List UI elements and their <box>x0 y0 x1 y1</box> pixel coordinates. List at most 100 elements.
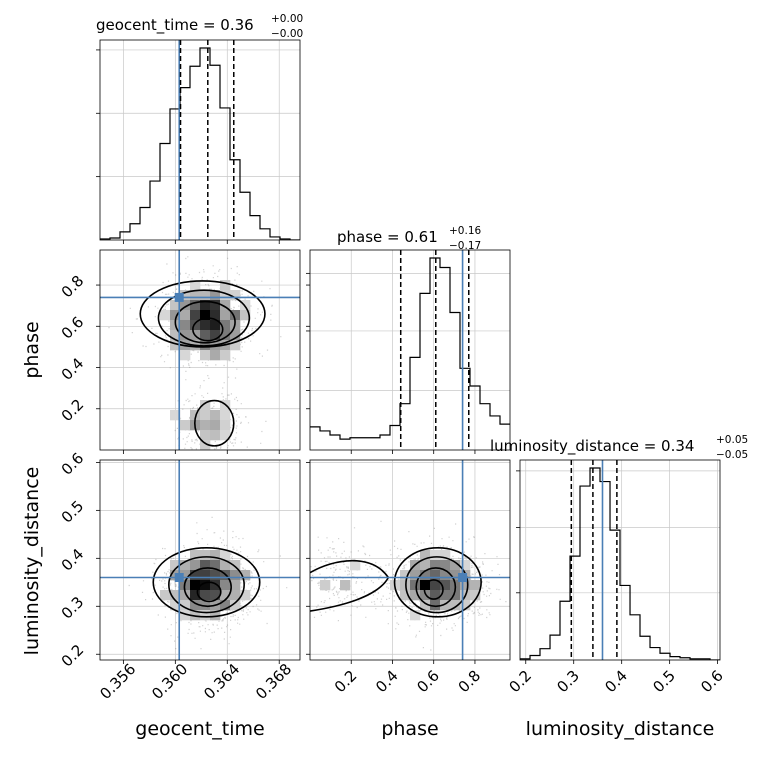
density-cell <box>180 560 191 571</box>
density-cell <box>220 560 231 571</box>
density-cell <box>180 610 191 621</box>
density-cell <box>210 420 221 431</box>
density-cell <box>200 420 211 431</box>
density-cell <box>200 330 211 341</box>
density-cell <box>160 590 171 601</box>
diag-frame-luminosity_distance <box>519 459 721 661</box>
contour-0-3 <box>139 280 266 348</box>
density-cell <box>230 590 241 601</box>
density-cell <box>190 580 201 591</box>
density-cell <box>230 340 241 351</box>
density-cell <box>440 570 451 581</box>
density-cell <box>190 290 201 301</box>
xtick-label-luminosity_distance-0: 0.2 <box>505 667 535 697</box>
density-cell <box>230 600 241 611</box>
title-luminosity-distance: luminosity_distance = 0.34 <box>490 437 694 456</box>
density-cell <box>220 600 231 611</box>
density-cell <box>450 570 461 581</box>
title-geocent-time-minus: −0.00 <box>271 28 303 40</box>
density-cell <box>420 600 431 611</box>
density-cell <box>180 300 191 311</box>
density-cell <box>420 560 431 571</box>
density-cell <box>460 600 471 611</box>
density-cell <box>210 290 221 301</box>
density-cell <box>420 590 431 601</box>
xtick-label-geocent_time-2: 0.364 <box>200 660 243 703</box>
ylabel-luminosity-distance: luminosity_distance <box>21 467 43 656</box>
ytick-label-phase-0: 0.2 <box>58 395 88 425</box>
density-cell <box>170 560 181 571</box>
density-cell <box>170 310 181 321</box>
density-cell <box>210 580 221 591</box>
xlabel-phase: phase <box>381 718 438 740</box>
panel-frame-1 <box>99 459 301 661</box>
density-cell <box>200 560 211 571</box>
ylabel-phase: phase <box>21 321 43 378</box>
density-cell <box>200 550 211 561</box>
density-cell <box>220 280 231 291</box>
xtick-label-geocent_time-0: 0.356 <box>96 660 139 703</box>
density-cell <box>350 560 361 571</box>
diag-panel-geocent_time <box>100 40 300 240</box>
contour-2-1 <box>415 567 457 608</box>
xtick-label-phase-3: 0.8 <box>455 667 485 697</box>
density-cell <box>220 330 231 341</box>
density-cell <box>210 310 221 321</box>
panel-geocent_time-vs-phase <box>100 250 300 450</box>
ytick-label-phase-3: 0.8 <box>58 272 88 302</box>
density-cell <box>190 570 201 581</box>
ytick-label-phase-1: 0.4 <box>58 354 88 384</box>
panel-frame-2 <box>309 459 511 661</box>
density-cell <box>200 400 211 411</box>
density-cell <box>170 590 181 601</box>
density-cell <box>440 600 451 611</box>
xtick-label-geocent_time-1: 0.360 <box>148 660 191 703</box>
density-cell <box>220 420 231 431</box>
density-cell <box>190 600 201 611</box>
panel-geocent_time-vs-luminosity_distance <box>100 460 300 660</box>
density-cell <box>240 590 251 601</box>
ytick-label-phase-2: 0.6 <box>58 313 88 343</box>
density-cell <box>230 580 241 591</box>
panel-frame-0 <box>99 249 301 451</box>
density-cell <box>200 570 211 581</box>
density-cell <box>430 590 441 601</box>
title-phase-plus: +0.16 <box>449 225 481 237</box>
density-cell <box>180 420 191 431</box>
hist-luminosity_distance <box>520 467 720 660</box>
density-cell <box>450 600 461 611</box>
title-phase: phase = 0.61 <box>337 228 438 246</box>
contour-2-2 <box>405 556 469 614</box>
density-cell <box>210 430 221 441</box>
density-cell <box>190 300 201 311</box>
density-cell <box>460 560 471 571</box>
density-cell <box>450 560 461 571</box>
density-cell <box>400 590 411 601</box>
xtick-label-geocent_time-3: 0.368 <box>252 660 295 703</box>
density-cell <box>220 310 231 321</box>
density-cell <box>170 330 181 341</box>
density-cell <box>440 580 451 591</box>
density-cell <box>240 570 251 581</box>
title-luminosity-distance-plus: +0.05 <box>716 434 748 446</box>
density-cell <box>180 290 191 301</box>
density-cell <box>440 550 451 561</box>
density-cell <box>210 610 221 621</box>
density-cell <box>190 590 201 601</box>
density-cell <box>220 290 231 301</box>
density-cell <box>220 320 231 331</box>
ytick-label-luminosity_distance-1: 0.3 <box>58 593 88 623</box>
density-cell <box>430 600 441 611</box>
contour-2-0 <box>423 579 444 600</box>
density-cell <box>230 560 241 571</box>
density-cell <box>190 280 201 291</box>
title-phase-minus: −0.17 <box>449 240 481 252</box>
density-cell <box>180 600 191 611</box>
density-cell <box>180 330 191 341</box>
density-cell <box>440 560 451 571</box>
density-cell <box>200 320 211 331</box>
density-cell <box>400 570 411 581</box>
density-cell <box>210 330 221 341</box>
density-cell <box>200 610 211 621</box>
